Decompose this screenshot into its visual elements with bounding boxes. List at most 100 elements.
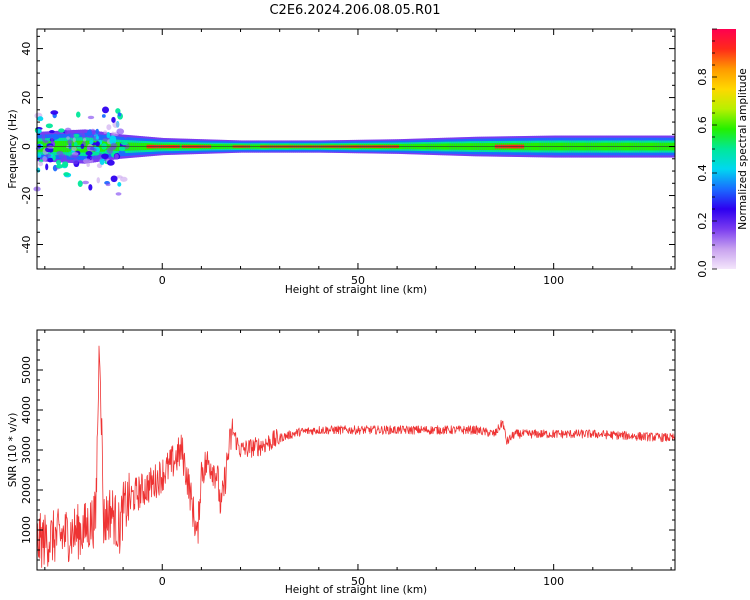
spectrogram-noise-blob <box>88 184 93 191</box>
colorbar-tick-label: 0.2 <box>696 212 709 230</box>
spectrogram-noise-blob <box>101 143 107 148</box>
spectrogram-xtick-label: 100 <box>543 274 564 287</box>
spectrogram-noise-blob <box>41 134 46 142</box>
spectrogram-noise-blob <box>37 153 42 158</box>
spectrogram-noise-blob <box>86 146 94 151</box>
snr-xtick-label: 50 <box>351 575 365 588</box>
spectrogram-noise-blob <box>116 128 125 135</box>
snr-ticks: 0 50 100 1000 2000 3000 4000 5000 <box>20 329 675 588</box>
spectrogram-noise-blob <box>76 111 81 118</box>
spectrogram-noise-blob <box>69 154 78 159</box>
spectrogram-noise-blob <box>95 135 99 140</box>
spectrogram-noise-blob <box>112 121 120 128</box>
spectrogram-noise-blob <box>101 114 106 118</box>
spectrogram-noise-blob <box>85 150 93 156</box>
spectrogram-ticks: 0 50 100 -40 -20 0 20 40 <box>20 29 675 287</box>
snr-xlabel: Height of straight line (km) <box>285 584 427 596</box>
spectrogram-ylabel: Frequency (Hz) <box>7 109 19 188</box>
spectrogram-noise-blob <box>120 141 128 146</box>
colorbar-ticks: 0.0 0.2 0.4 0.6 0.8 <box>696 28 717 278</box>
spectrogram-noise-blob <box>115 192 122 196</box>
spectrogram-noise-blob <box>45 163 49 171</box>
spectrogram-noise-blob <box>123 135 128 139</box>
snr-ytick-label: 4000 <box>20 396 33 424</box>
spectrogram-noise-blob <box>118 146 126 152</box>
spectrogram-ytick-label: 20 <box>20 91 33 105</box>
spectrogram-noise-blob <box>101 106 110 114</box>
spectrogram-noise-blob <box>35 128 42 134</box>
spectrogram-xtick-label: 0 <box>159 274 166 287</box>
spectrogram-noise-blob <box>110 142 118 149</box>
spectrogram-noise-blob <box>62 161 69 168</box>
snr-xtick-label: 0 <box>159 575 166 588</box>
snr-ytick-label: 3000 <box>20 436 33 464</box>
spectrogram-noise-blob <box>72 158 79 165</box>
spectrogram-ytick-label: -40 <box>20 236 33 254</box>
spectrogram-noise-blob <box>56 159 61 165</box>
spectrogram-ytick-label: 0 <box>20 143 33 150</box>
colorbar-tick-label: 0.6 <box>696 116 709 134</box>
spectrogram-noise-blob <box>50 137 54 143</box>
spectrogram-noise-blob <box>70 132 75 139</box>
spectrogram-noise-blob <box>73 141 78 148</box>
snr-ytick-label: 2000 <box>20 476 33 504</box>
spectrogram-noise-blob <box>73 133 80 138</box>
spectrogram-noise-blob <box>105 182 111 187</box>
snr-panel: 0 50 100 1000 2000 3000 4000 5000 Height of str… <box>7 329 676 596</box>
spectrogram-noise-blob <box>44 153 52 158</box>
spectrogram-noise-blob <box>70 129 76 134</box>
spectrogram-noise-blob <box>56 150 64 156</box>
spectrogram-noise-blob <box>64 127 72 135</box>
spectrogram-noise-blob <box>86 130 93 137</box>
spectrogram-noise-blob <box>38 161 44 167</box>
spectrogram-noise-blob <box>118 150 126 156</box>
spectrogram-noise-blob <box>66 136 70 140</box>
spectrogram-noise-blob <box>103 130 108 135</box>
spectrogram-xlabel: Height of straight line (km) <box>285 284 427 296</box>
spectrogram-noise-blob <box>52 154 56 161</box>
spectrogram-noise-blob <box>72 137 76 143</box>
spectrogram-noise-blob <box>52 133 59 140</box>
spectrogram-noise-blob <box>79 130 85 136</box>
spectrogram-panel: 0 50 100 -40 -20 0 20 40 Height of straight lin… <box>7 28 676 296</box>
spectrogram-noise-blob <box>95 141 100 147</box>
spectrogram-noise-blob <box>106 132 111 139</box>
spectrogram-noise-blob <box>71 146 77 152</box>
spectrogram-noise-blob <box>67 139 73 145</box>
snr-ytick-label: 1000 <box>20 516 33 544</box>
snr-frame <box>36 329 676 571</box>
spectrogram-noise-blob <box>47 145 55 149</box>
snr-ytick-label: 5000 <box>20 356 33 384</box>
colorbar-tick-label: 0.0 <box>696 260 709 278</box>
spectrogram-noise-blob <box>63 172 70 177</box>
spectrogram-noise-blob <box>114 153 119 160</box>
spectrogram-noise-blob <box>83 158 91 164</box>
spectrogram-noise-blob <box>106 159 115 166</box>
spectrogram-noise-blob <box>115 108 121 114</box>
colorbar-label: Normalized spectral amplitude <box>737 68 749 229</box>
spectrogram-noise-blob <box>89 156 98 161</box>
spectrogram-xtick-label: 50 <box>351 274 365 287</box>
spectrogram-noise-blob <box>96 177 101 184</box>
spectrogram-noise-blob <box>82 180 90 185</box>
spectrogram-noise-blob <box>89 139 94 145</box>
spectrogram-noise-blob <box>47 157 54 163</box>
spectrogram-frame <box>36 28 676 270</box>
spectrogram-noise-blob <box>58 128 65 133</box>
spectrogram-noise-blob <box>55 163 64 169</box>
spectrogram-noise-blob <box>49 130 55 134</box>
spectrogram-noise-blob <box>117 112 122 117</box>
spectrogram-ytick-label: 40 <box>20 42 33 56</box>
figure-title: C2E6.2024.206.08.05.R01 <box>269 3 440 18</box>
spectrogram-noise-blob <box>82 137 87 142</box>
colorbar-tick-label: 0.8 <box>696 68 709 86</box>
spectrogram-noise-blob <box>77 180 83 187</box>
snr-xtick-label: 100 <box>543 575 564 588</box>
colorbar-tick-label: 0.4 <box>696 164 709 182</box>
spectrogram-noise-blob <box>62 157 68 162</box>
spectrogram-noise-blob <box>42 155 47 162</box>
spectrogram-noise-blob <box>106 147 113 155</box>
snr-series <box>36 345 676 568</box>
spectrogram-heatmap <box>33 106 676 196</box>
spectrogram-noise-blob <box>101 153 109 160</box>
